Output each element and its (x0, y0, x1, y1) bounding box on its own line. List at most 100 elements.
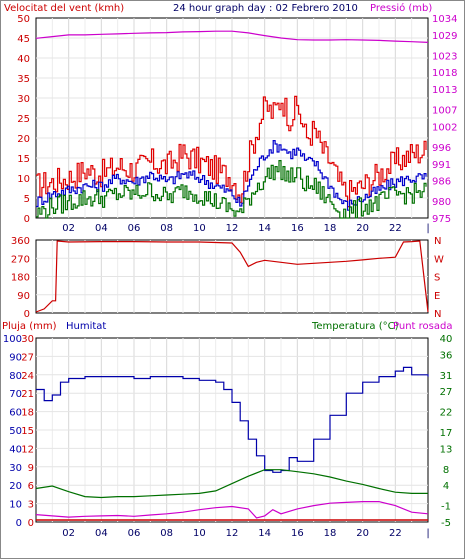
climate-x-tick-label: 16 (291, 528, 304, 539)
direction-tick-label: 180 (11, 273, 30, 284)
wind-x-tick-label: 14 (258, 223, 271, 234)
compass-label: W (434, 254, 444, 265)
wind-tick-label: 5 (24, 194, 30, 205)
rain-tick-label: 12 (21, 444, 34, 455)
temperature-tick-label: 31 (440, 371, 453, 382)
pressure-tick-label: 986 (432, 177, 451, 188)
wind-tick-label: 25 (17, 114, 30, 125)
pressure-tick-label: 1002 (432, 122, 457, 133)
wind-x-tick-label: 16 (291, 223, 304, 234)
climate-x-tick-label: 14 (258, 528, 271, 539)
dewpoint-axis-title: Punt rosada (393, 321, 452, 332)
humidity-line (36, 366, 429, 473)
wind-tick-label: 0 (24, 214, 30, 225)
wind-tick-label: 35 (17, 74, 30, 85)
compass-label: E (434, 291, 440, 302)
pressure-tick-label: 1007 (432, 106, 457, 117)
wind-tick-label: 30 (17, 94, 30, 105)
wind-x-tick-label: 20 (356, 223, 369, 234)
wind-tick-label: 45 (17, 34, 30, 45)
pressure-tick-label: 991 (432, 160, 451, 171)
direction-tick-label: 270 (11, 254, 30, 265)
pressure-tick-label: 1029 (432, 31, 457, 42)
climate-x-tick-label: 12 (226, 528, 239, 539)
rain-tick-label: 9 (28, 463, 34, 474)
wind-axis-title: Velocitat del vent (kmh) (4, 3, 124, 14)
pressure-tick-label: 996 (432, 143, 451, 154)
rain-tick-label: 3 (28, 500, 34, 511)
climate-x-tick-label: 10 (193, 528, 206, 539)
humidity-tick-label: 90 (9, 352, 22, 363)
humidity-tick-label: 60 (9, 408, 22, 419)
wind-x-tick-label: 04 (95, 223, 108, 234)
rain-tick-label: 0 (28, 518, 34, 529)
temperature-tick-label: 27 (440, 387, 453, 398)
direction-tick-label: 90 (17, 291, 30, 302)
climate-x-tick-label: 06 (128, 528, 141, 539)
wind-low-line (36, 160, 427, 219)
wind-x-tick-label: 12 (226, 223, 239, 234)
humidity-tick-label: 100 (3, 334, 22, 345)
rain-tick-label: 27 (21, 352, 34, 363)
pressure-tick-label: 975 (432, 214, 451, 225)
humidity-tick-label: 70 (9, 389, 22, 400)
direction-tick-label: 0 (24, 309, 30, 320)
wind-tick-label: 10 (17, 174, 30, 185)
climate-x-tick-label: 08 (160, 528, 173, 539)
humidity-tick-label: 0 (16, 518, 22, 529)
humidity-tick-label: 10 (9, 500, 22, 511)
climate-x-tick-label: 04 (95, 528, 108, 539)
rain-tick-label: 24 (21, 371, 34, 382)
humidity-axis-title: Humitat (66, 321, 106, 332)
compass-label: N (434, 236, 441, 247)
wind-x-tick-label: 08 (160, 223, 173, 234)
humidity-tick-label: 50 (9, 426, 22, 437)
temperature-tick-label: -5 (441, 518, 451, 529)
wind-x-tick-label: 02 (62, 223, 75, 234)
dewpoint-line (35, 501, 429, 519)
temperature-line (35, 469, 428, 499)
rain-tick-label: 30 (21, 334, 34, 345)
wind-x-tick-label: 22 (389, 223, 402, 234)
temperature-tick-label: 13 (440, 444, 453, 455)
temperature-tick-label: 22 (440, 408, 453, 419)
chart-title: 24 hour graph day : 02 Febrero 2010 (173, 3, 358, 14)
pressure-tick-label: 1034 (432, 14, 457, 25)
temperature-tick-label: 17 (440, 428, 453, 439)
wind-x-tick-label: 18 (324, 223, 337, 234)
direction-tick-label: 360 (11, 236, 30, 247)
compass-label: S (434, 273, 440, 284)
humidity-tick-label: 40 (9, 444, 22, 455)
humidity-tick-label: 20 (9, 481, 22, 492)
humidity-tick-label: 80 (9, 371, 22, 382)
wind-tick-label: 15 (17, 154, 30, 165)
humidity-tick-label: 30 (9, 463, 22, 474)
climate-x-tick-label: 22 (389, 528, 402, 539)
wind-x-tick-end: | (426, 223, 429, 234)
pressure-line (35, 30, 429, 43)
wind-tick-label: 20 (17, 134, 30, 145)
rain-tick-label: 18 (21, 408, 34, 419)
wind-tick-label: 50 (17, 14, 30, 25)
temperature-tick-label: 8 (443, 465, 449, 476)
compass-label: N (434, 309, 441, 320)
pressure-tick-label: 1018 (432, 68, 457, 79)
pressure-tick-label: 1013 (432, 85, 457, 96)
climate-x-tick-end: | (426, 528, 429, 539)
temperature-tick-label: 4 (443, 481, 449, 492)
climate-x-tick-label: 02 (62, 528, 75, 539)
wind-gust-line (36, 95, 427, 208)
pressure-tick-label: 1023 (432, 51, 457, 62)
climate-x-tick-label: 18 (324, 528, 337, 539)
temperature-axis-title: Temperatura (°C) (311, 321, 399, 332)
temperature-tick-label: 40 (440, 334, 453, 345)
wind-x-tick-label: 06 (128, 223, 141, 234)
pressure-axis-title: Pressió (mb) (370, 2, 432, 14)
rain-tick-label: 15 (21, 426, 34, 437)
temperature-tick-label: -1 (441, 502, 451, 513)
climate-x-tick-label: 20 (356, 528, 369, 539)
wind-x-tick-label: 10 (193, 223, 206, 234)
rain-tick-label: 6 (28, 481, 34, 492)
wind-direction-line (35, 240, 429, 313)
